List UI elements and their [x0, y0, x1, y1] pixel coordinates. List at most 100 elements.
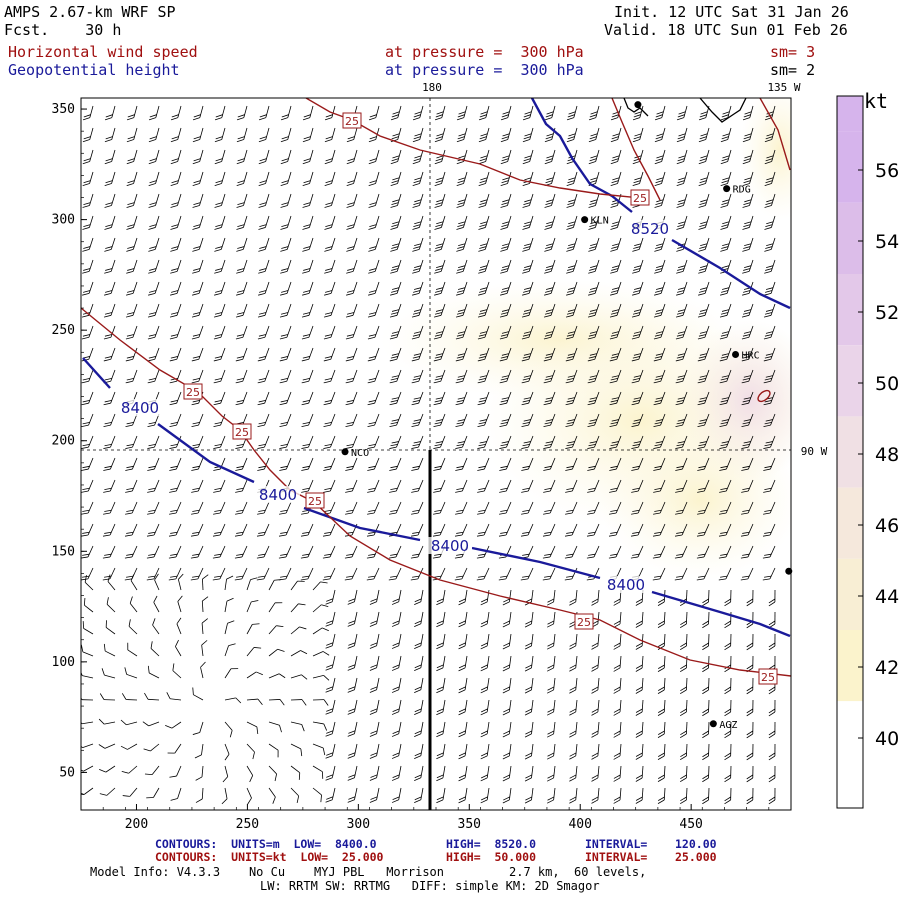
wind-barb — [476, 523, 490, 537]
wind-barb — [436, 787, 446, 804]
wind-barb — [436, 699, 446, 716]
colorbar-label: 50 — [875, 373, 899, 395]
wind-barb — [544, 259, 556, 274]
wind-barb — [414, 699, 424, 716]
wind-barb — [524, 633, 534, 650]
wind-barb — [324, 193, 336, 208]
wind-barb — [675, 413, 688, 428]
wind-barb — [147, 369, 160, 384]
wind-barb — [324, 237, 336, 252]
wind-barb — [367, 479, 380, 493]
wind-barb — [192, 127, 204, 143]
wind-barb — [170, 237, 182, 252]
height-label: 8400 — [607, 576, 645, 594]
wind-barb — [236, 149, 248, 165]
wind-barb — [154, 573, 160, 591]
meridian-label-180: 180 — [422, 81, 442, 94]
wind-barb — [121, 765, 138, 774]
colorbar-band — [837, 202, 863, 274]
wind-barb — [768, 721, 776, 739]
wind-barb — [635, 699, 644, 716]
speed-label-box — [183, 383, 203, 400]
wind-barb — [148, 171, 160, 187]
wind-barb — [166, 692, 182, 701]
wind-barb — [325, 633, 336, 649]
wind-barb — [81, 325, 94, 340]
wind-barb — [698, 281, 710, 296]
wind-barb — [391, 743, 402, 759]
speed-label: 25 — [761, 671, 775, 684]
wind-barb — [128, 619, 138, 635]
wind-barb — [591, 677, 600, 694]
wind-barb — [635, 677, 644, 694]
wind-barb — [279, 501, 292, 515]
wind-barb — [654, 259, 666, 274]
wind-barb — [763, 479, 776, 493]
wind-barb — [433, 303, 446, 318]
station-dot — [723, 185, 731, 193]
wind-barb — [411, 457, 424, 471]
wind-barb — [502, 699, 512, 716]
wind-barb — [454, 567, 468, 581]
wind-barb — [191, 325, 204, 340]
x-tick-label: 300 — [347, 817, 370, 832]
wind-barb — [129, 596, 138, 613]
wind-barb — [147, 435, 160, 449]
wind-barb — [104, 281, 116, 296]
wind-barb — [84, 575, 94, 591]
wind-barb — [192, 215, 204, 230]
wind-barb — [436, 633, 446, 650]
wind-barb — [613, 699, 622, 716]
wind-barb — [502, 743, 512, 760]
wind-barb — [653, 303, 666, 318]
wind-barb — [257, 435, 270, 449]
wind-barb — [719, 435, 732, 449]
wind-barb — [411, 435, 424, 449]
wind-barb — [325, 699, 336, 715]
wind-barb — [102, 545, 116, 559]
wind-barb — [268, 721, 282, 733]
wind-barb — [524, 765, 534, 782]
wind-barb — [368, 193, 380, 208]
wind-barb — [610, 237, 622, 252]
wind-barb — [191, 479, 204, 493]
wind-barb — [591, 787, 600, 804]
wind-barb — [150, 641, 160, 657]
wind-barb — [520, 523, 534, 537]
wind-barb — [455, 325, 468, 340]
wind-barb — [302, 193, 314, 208]
wind-barb — [480, 633, 490, 650]
wind-barb — [542, 523, 556, 537]
wind-barb — [246, 600, 259, 613]
footer-speed-contours: CONTOURS: UNITS=kt LOW= 25.000 — [155, 850, 384, 864]
wind-barb — [544, 193, 556, 208]
wind-barb — [719, 303, 732, 318]
wind-barb — [279, 325, 292, 340]
wind-barb — [676, 215, 688, 230]
speed-label-box — [630, 189, 650, 206]
wind-barb — [719, 369, 732, 384]
wind-barb — [214, 215, 226, 230]
wind-barb — [258, 281, 270, 296]
wind-barb — [142, 721, 160, 727]
wind-barb — [502, 655, 512, 672]
wind-barb — [300, 523, 314, 537]
wind-barb — [433, 435, 446, 449]
wind-barb — [345, 303, 358, 318]
wind-barb — [564, 567, 578, 581]
wind-barb — [165, 721, 182, 729]
wind-barb — [543, 479, 556, 493]
wind-barb — [455, 435, 468, 449]
wind-barb — [742, 259, 754, 274]
colorbar-band — [837, 558, 863, 630]
wind-barb — [369, 677, 380, 693]
wind-barb — [81, 369, 94, 384]
wind-barb — [301, 325, 314, 340]
wind-barb — [101, 668, 116, 679]
wind-barb — [609, 347, 622, 362]
wind-barb — [167, 743, 182, 754]
wind-barb — [146, 787, 160, 799]
wind-barb — [290, 699, 307, 706]
wind-barb — [544, 215, 556, 230]
wind-barb — [434, 281, 446, 296]
